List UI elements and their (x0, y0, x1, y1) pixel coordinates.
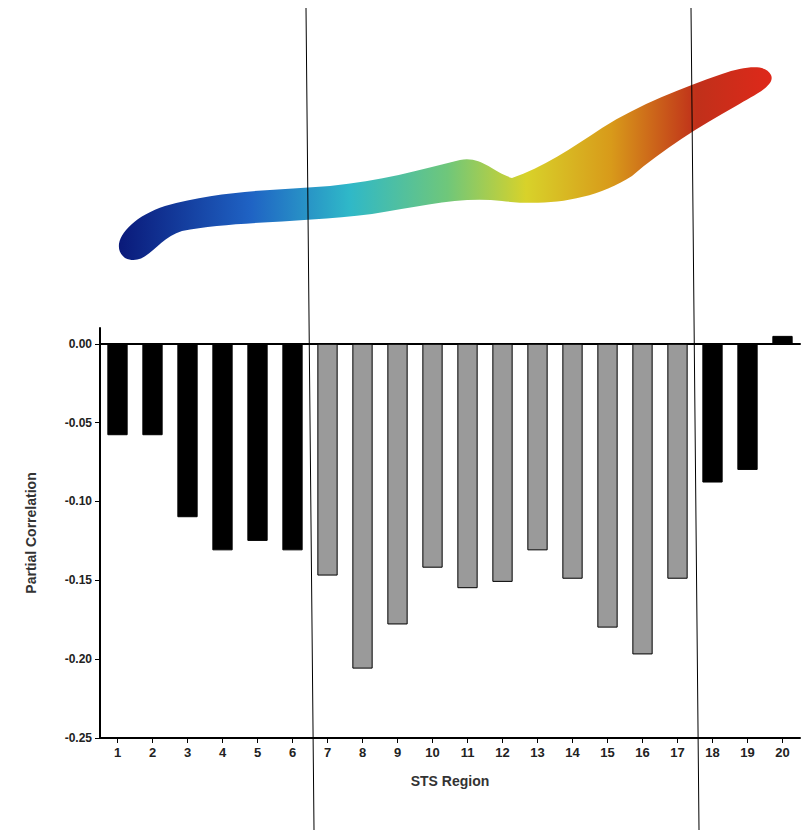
svg-text:-0.15: -0.15 (65, 573, 93, 587)
svg-text:9: 9 (394, 745, 401, 760)
svg-text:Partial Correlation: Partial Correlation (23, 472, 39, 593)
svg-text:3: 3 (184, 745, 191, 760)
svg-text:17: 17 (670, 745, 684, 760)
svg-text:16: 16 (635, 745, 649, 760)
svg-text:12: 12 (495, 745, 509, 760)
svg-text:4: 4 (219, 745, 227, 760)
svg-text:-0.25: -0.25 (65, 731, 93, 745)
svg-text:8: 8 (359, 745, 366, 760)
svg-text:11: 11 (461, 745, 475, 760)
svg-text:-0.05: -0.05 (65, 416, 93, 430)
svg-text:20: 20 (775, 745, 789, 760)
svg-text:18: 18 (705, 745, 719, 760)
svg-text:19: 19 (740, 745, 754, 760)
svg-text:7: 7 (324, 745, 331, 760)
svg-text:-0.20: -0.20 (65, 652, 93, 666)
svg-text:10: 10 (425, 745, 439, 760)
svg-text:13: 13 (530, 745, 544, 760)
svg-text:STS Region: STS Region (411, 773, 490, 789)
svg-text:5: 5 (254, 745, 261, 760)
svg-text:15: 15 (600, 745, 614, 760)
svg-text:14: 14 (565, 745, 580, 760)
svg-text:6: 6 (289, 745, 296, 760)
svg-text:2: 2 (149, 745, 156, 760)
svg-text:-0.10: -0.10 (65, 494, 93, 508)
svg-text:1: 1 (114, 745, 121, 760)
svg-text:0.00: 0.00 (69, 337, 93, 351)
